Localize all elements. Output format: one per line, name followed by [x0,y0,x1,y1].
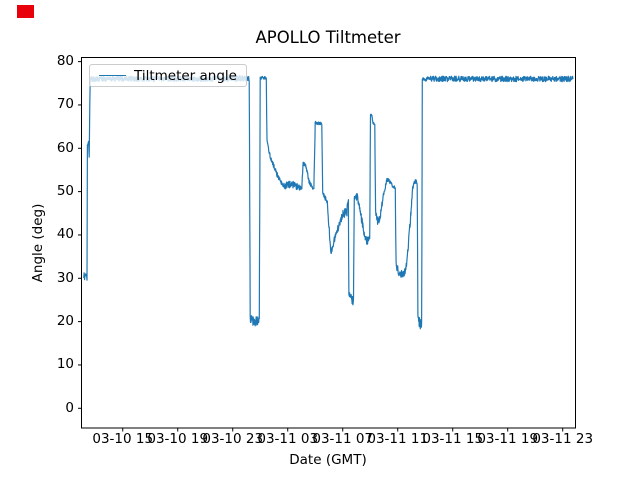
y-tick-label: 70 [56,96,74,113]
x-tick-label: 03-10 23 [202,431,264,447]
x-tick-label: 03-11 15 [422,431,484,447]
legend: Tiltmeter angle [89,64,247,87]
y-tick-label: 10 [56,356,74,373]
x-tick-label: 03-11 19 [477,431,539,447]
legend-label: Tiltmeter angle [134,67,237,84]
y-tick-label: 0 [65,399,74,416]
x-tick-label: 03-11 11 [367,431,429,447]
y-tick-label: 40 [56,226,74,243]
y-tick-label: 30 [56,269,74,286]
red-marker [17,5,34,18]
x-tick-label: 03-11 23 [532,431,594,447]
y-tick-label: 80 [56,53,74,70]
chart-title: APOLLO Tiltmeter [255,28,401,47]
y-tick-label: 50 [56,183,74,200]
x-tick-label: 03-10 15 [92,431,154,447]
x-tick-label: 03-11 03 [257,431,319,447]
x-tick-label: 03-10 19 [147,431,209,447]
y-tick-label: 20 [56,313,74,330]
x-tick-label: 03-11 07 [312,431,374,447]
y-tick-label: 60 [56,139,74,156]
x-axis-label: Date (GMT) [289,452,367,468]
legend-line-sample [99,75,126,76]
